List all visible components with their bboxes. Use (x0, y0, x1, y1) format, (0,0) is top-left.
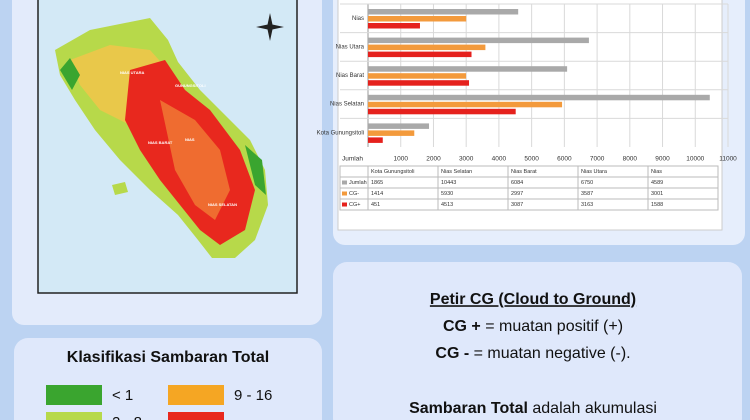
table-cell: 3163 (581, 202, 593, 208)
legend: < 1 9 - 16 2 - 8 (46, 385, 272, 420)
note-text: = muatan positif (+) (485, 318, 623, 335)
legend-label: 2 - 8 (112, 414, 142, 420)
region-label: NIAS SELATAN (208, 202, 237, 207)
bar (368, 44, 486, 51)
table-header: Nias (651, 169, 662, 175)
table-cell: 451 (371, 202, 380, 208)
region-label: GUNUNGSITOLI (175, 83, 206, 88)
bar (368, 130, 415, 136)
zone (160, 100, 230, 220)
region-label: NIAS UTARA (120, 70, 144, 75)
x-tick-label: 1000 (393, 156, 408, 163)
table-cell: 10443 (441, 180, 456, 186)
region-label: NIAS BARAT (148, 140, 173, 145)
compass (256, 13, 284, 41)
x-tick-label: 5000 (524, 156, 539, 163)
x-axis-label: Jumlah (342, 156, 363, 163)
table-cell: 4589 (651, 180, 663, 186)
note-text: = muatan negative (-). (474, 345, 631, 362)
bar (368, 94, 710, 101)
legend-swatch (168, 412, 224, 420)
table-cell: 1588 (651, 202, 663, 208)
x-tick-label: 10000 (686, 156, 704, 163)
table-header: Nias Selatan (441, 169, 472, 175)
x-tick-label: 4000 (492, 156, 507, 163)
table-cell: 3087 (511, 202, 523, 208)
y-tick-label: Kota Gunungsitoli (317, 130, 364, 136)
chart: 1000 2000 3000 4000 5000 6000 7000 8000 9000 1000… (317, 3, 737, 211)
note-line: Sambaran Total adalah akumulasi (409, 400, 657, 417)
bar (368, 9, 519, 15)
table-header: Nias Utara (581, 169, 608, 175)
x-tick-label: 11000 (719, 156, 737, 163)
note-term: Sambaran Total (409, 400, 528, 417)
chart-area (337, 0, 723, 231)
table-cell: 3001 (651, 191, 663, 197)
table-cell: 2997 (511, 191, 523, 197)
x-tick-label: 6000 (557, 156, 572, 163)
table-header: Kota Gunungsitoli (371, 169, 414, 175)
bar (368, 16, 467, 22)
x-tick-label: 2000 (426, 156, 441, 163)
bar (368, 66, 568, 72)
table-cell: 6750 (581, 180, 593, 186)
y-tick-label: Nias Selatan (330, 102, 364, 108)
x-tick-label: 3000 (459, 156, 474, 163)
bar (368, 80, 470, 86)
zone (60, 58, 80, 90)
note-line: CG + = muatan positif (+) (443, 318, 623, 335)
legend-label: 9 - 16 (234, 387, 272, 404)
x-tick-label: 9000 (655, 156, 670, 163)
x-tick-label: 8000 (623, 156, 638, 163)
note-term: CG - (435, 345, 469, 362)
bar (368, 37, 589, 44)
table-cell: 3587 (581, 191, 593, 197)
bar (368, 137, 383, 143)
y-tick-label: Nias (352, 16, 364, 22)
legend-key (342, 202, 347, 207)
legend-swatch (46, 412, 102, 420)
note-term: CG + (443, 318, 481, 335)
table-cell: 6084 (511, 180, 523, 186)
table-cell: 4513 (441, 202, 453, 208)
legend-label: CG+ (349, 202, 360, 208)
note-line: CG - = muatan negative (-). (435, 345, 630, 362)
islet (112, 182, 128, 195)
bar (368, 101, 563, 108)
bar (368, 108, 516, 115)
region-label: NIAS (185, 137, 195, 142)
table-cell: 1414 (371, 191, 383, 197)
table-header: Nias Barat (511, 169, 537, 175)
zone (245, 145, 266, 195)
legend-swatch (168, 385, 224, 405)
compass-rose (256, 13, 284, 41)
legend-key (342, 191, 347, 196)
legend-key (342, 180, 347, 185)
x-tick-label: 7000 (590, 156, 605, 163)
notes-card (333, 262, 742, 420)
table-cell: 5930 (441, 191, 453, 197)
legend-title: Klasifikasi Sambaran Total (67, 349, 269, 366)
bar (368, 73, 467, 79)
table-cell: 1865 (371, 180, 383, 186)
map: NIAS UTARA GUNUNGSITOLI NIAS BARAT NIAS … (55, 13, 284, 258)
note-text: adalah akumulasi (532, 400, 657, 417)
y-tick-label: Nias Barat (336, 73, 364, 79)
bar (368, 23, 420, 29)
bar (368, 123, 430, 129)
legend-label: CG- (349, 191, 359, 197)
legend-label: < 1 (112, 387, 133, 404)
legend-label: Jumlah (349, 180, 367, 186)
bar (368, 51, 472, 58)
legend-swatch (46, 385, 102, 405)
y-tick-label: Nias Utara (336, 44, 365, 50)
notes-title: Petir CG (Cloud to Ground) (430, 291, 636, 308)
